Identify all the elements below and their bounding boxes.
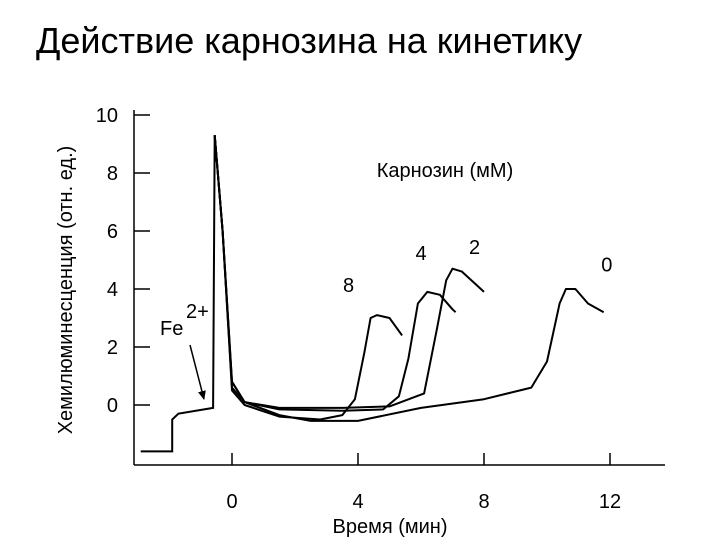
series-label-8: 8 [343, 275, 354, 297]
series-line-4 [213, 135, 457, 412]
y-tick-label: 10 [96, 105, 118, 127]
x-tick-label: 8 [478, 491, 489, 513]
y-tick-label: 6 [107, 221, 118, 243]
x-tick-label: 12 [599, 491, 621, 513]
axes [133, 110, 665, 466]
fe-annotation: Fe 2+ [160, 301, 209, 400]
page-title: Действие карнозина на кинетику [36, 20, 583, 61]
y-tick-label: 0 [107, 395, 118, 417]
fe-label: Fe [160, 318, 183, 340]
y-tick-label: 4 [107, 279, 118, 301]
fe-superscript: 2+ [186, 301, 209, 323]
x-tick-label: 0 [226, 491, 237, 513]
series-label-0: 0 [601, 255, 612, 277]
series-line-8 [213, 135, 403, 421]
baseline-curve [140, 135, 216, 453]
y-tick-label: 8 [107, 163, 118, 185]
y-tick-label: 2 [107, 337, 118, 359]
y-axis-label: Хемилюминесценция (отн. ед.) [55, 146, 77, 435]
fe-arrow [189, 344, 206, 400]
x-ticks: 0 4 8 12 [226, 453, 621, 513]
series-label-2: 2 [469, 237, 480, 259]
x-tick-label: 4 [352, 491, 363, 513]
series-line-0 [213, 135, 605, 422]
x-axis-label: Время (мин) [332, 516, 447, 538]
series-label-4: 4 [415, 243, 426, 265]
series-group [213, 135, 605, 422]
legend-title: Карнозин (мМ) [377, 160, 514, 182]
series-labels: 8 4 2 0 [343, 237, 612, 297]
y-ticks: 0 2 4 6 8 10 [96, 105, 150, 417]
